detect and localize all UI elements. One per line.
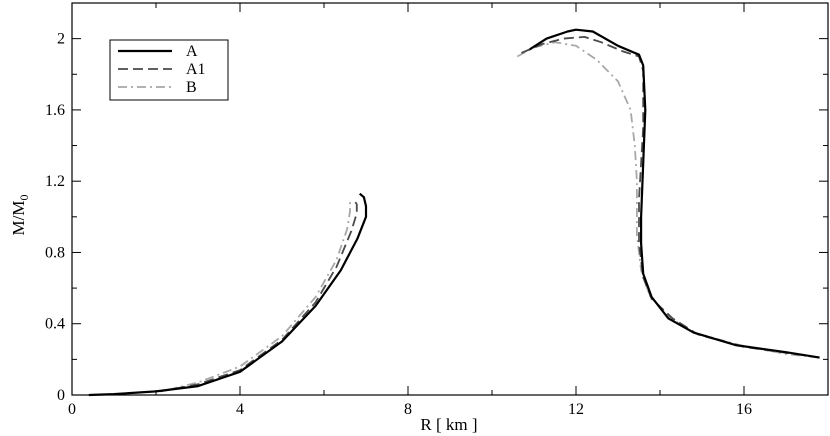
series-line-a-branch-1 bbox=[88, 192, 368, 397]
y-tick-label: 0.4 bbox=[45, 316, 65, 333]
x-axis-label: R [ km ] bbox=[420, 415, 477, 434]
plot-frame bbox=[71, 2, 829, 396]
y-axis-label-subscript: 0 bbox=[17, 195, 31, 201]
legend-label-a1: A1 bbox=[186, 61, 206, 78]
x-tick-label: 16 bbox=[736, 401, 752, 418]
x-tick-label: 4 bbox=[236, 401, 244, 418]
x-tick-label: 0 bbox=[68, 401, 76, 418]
series-line-a1-branch-1 bbox=[160, 198, 358, 393]
y-tick-label: 2 bbox=[57, 31, 65, 48]
ticks-layer: 0 4 8 12 16 0 0.4 0.8 1.2 1.6 2 bbox=[45, 2, 829, 418]
y-axis-label-main: M/M bbox=[9, 201, 28, 236]
y-tick-label: 1.2 bbox=[45, 173, 65, 190]
series-line-b-branch-2 bbox=[516, 41, 820, 359]
x-tick-label: 12 bbox=[568, 401, 584, 418]
series-line-a-branch-2 bbox=[529, 28, 820, 359]
legend-box bbox=[109, 39, 229, 101]
series-layer bbox=[88, 28, 820, 397]
legend-label-a: A bbox=[186, 43, 198, 60]
y-axis-label: M/M0 bbox=[9, 195, 31, 236]
x-tick-label: 8 bbox=[404, 401, 412, 418]
y-tick-label: 1.6 bbox=[45, 102, 65, 119]
plot-area-border bbox=[71, 2, 829, 396]
legend-label-b: B bbox=[186, 79, 197, 96]
y-tick-label: 0 bbox=[57, 387, 65, 404]
y-tick-label: 0.8 bbox=[45, 244, 65, 261]
series-line-a1-branch-2 bbox=[521, 36, 820, 359]
series-line-b-branch-1 bbox=[168, 198, 351, 391]
